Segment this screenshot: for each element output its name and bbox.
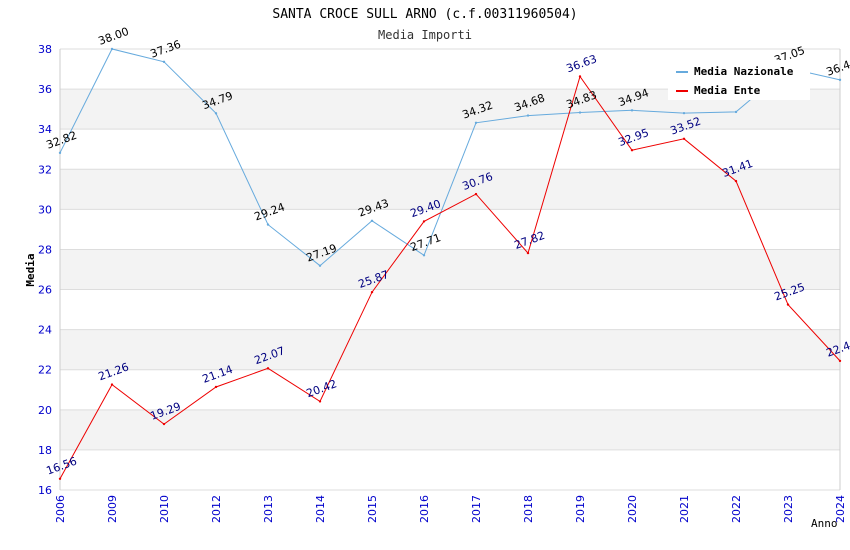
grid-band [60, 249, 840, 290]
y-tick-label: 26 [38, 284, 52, 297]
x-tick-label: 2014 [314, 495, 327, 523]
data-point [526, 114, 530, 117]
legend: Media Nazionale Media Ente [668, 60, 810, 100]
y-axis-label: Media [24, 253, 37, 286]
data-point [474, 192, 478, 196]
data-point [682, 137, 686, 141]
grid-bands [60, 49, 840, 490]
data-point [838, 359, 842, 363]
x-axis-label: Anno [811, 517, 838, 530]
x-tick-label: 2016 [418, 495, 431, 523]
x-tick-label: 2010 [158, 495, 171, 523]
x-tick-label: 2019 [574, 495, 587, 523]
data-point [682, 111, 686, 115]
data-point [422, 220, 426, 223]
legend-label-media-ente: Media Ente [694, 84, 761, 97]
chart-subtitle: Media Importi [378, 28, 472, 42]
x-tick-label: 2015 [366, 495, 379, 523]
data-point [318, 400, 322, 403]
grid-band [60, 329, 840, 370]
grid-band [60, 369, 840, 410]
x-tick-label: 2023 [782, 495, 795, 523]
data-point [370, 219, 374, 222]
x-tick-label: 2006 [54, 495, 67, 523]
data-point [110, 47, 114, 51]
legend-label-media-nazionale: Media Nazionale [694, 65, 794, 78]
data-point [162, 422, 166, 426]
data-point [734, 179, 738, 183]
data-point [526, 251, 530, 255]
data-point [266, 223, 270, 226]
data-point [422, 254, 426, 257]
grid-band [60, 409, 840, 450]
data-point [214, 112, 218, 115]
y-tick-label: 16 [38, 484, 52, 497]
data-point [58, 151, 62, 155]
data-point [162, 60, 166, 64]
data-point [578, 111, 582, 114]
x-axis-ticks: 2006 2009 2010 2012 2013 2014 2015 2016 2017 2018… [54, 495, 847, 523]
y-tick-label: 18 [38, 444, 52, 457]
x-tick-label: 2012 [210, 495, 223, 523]
x-tick-label: 2024 [834, 495, 847, 523]
series-line-media-ente [59, 75, 841, 480]
y-tick-label: 32 [38, 163, 52, 176]
x-tick-label: 2022 [730, 495, 743, 523]
grid-band [60, 129, 840, 170]
y-tick-label: 28 [38, 243, 52, 256]
data-point [266, 367, 270, 370]
data-point [838, 78, 842, 82]
y-tick-label: 20 [38, 404, 52, 417]
y-tick-label: 36 [38, 83, 52, 96]
data-point [370, 290, 374, 294]
data-label: 38.00 [97, 25, 131, 48]
data-point [734, 110, 738, 114]
x-tick-label: 2021 [678, 495, 691, 523]
x-tick-label: 2018 [522, 495, 535, 523]
series-line-media-nazionale [59, 48, 841, 267]
data-point [58, 477, 62, 480]
y-tick-label: 24 [38, 324, 52, 337]
x-tick-label: 2009 [106, 495, 119, 523]
grid-band [60, 449, 840, 490]
data-point [630, 109, 634, 112]
data-point [786, 303, 790, 306]
grid-band [60, 289, 840, 330]
chart-title: SANTA CROCE SULL ARNO (c.f.00311960504) [272, 7, 577, 22]
y-axis-ticks: 16 18 20 22 24 26 28 30 32 34 36 38 [38, 43, 52, 497]
data-point [630, 149, 634, 152]
series-lines [58, 47, 842, 480]
grid-band [60, 209, 840, 250]
x-tick-label: 2017 [470, 495, 483, 523]
x-tick-label: 2020 [626, 495, 639, 523]
data-point [214, 385, 218, 389]
x-tick-label: 2013 [262, 495, 275, 523]
data-point [474, 121, 478, 124]
data-point [110, 383, 114, 386]
y-tick-label: 22 [38, 364, 52, 377]
data-point [318, 264, 322, 267]
y-tick-label: 34 [38, 123, 52, 136]
legend-box [668, 60, 810, 100]
y-tick-label: 30 [38, 203, 52, 216]
data-point [578, 75, 582, 78]
y-tick-label: 38 [38, 43, 52, 56]
